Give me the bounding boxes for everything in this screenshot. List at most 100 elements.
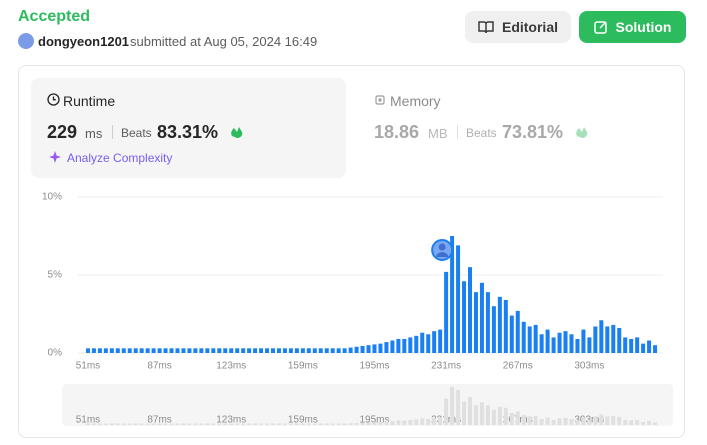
bar — [181, 348, 186, 353]
slider-bar — [605, 416, 610, 425]
slider-bar — [151, 423, 156, 425]
user[interactable]: dongyeon1201 — [38, 34, 130, 49]
bar — [408, 337, 413, 353]
bar — [569, 334, 574, 353]
bar — [318, 348, 323, 353]
slider-bar — [581, 417, 586, 425]
runtime-panel[interactable] — [31, 78, 346, 178]
bar — [294, 348, 299, 353]
bar — [384, 342, 389, 353]
bar — [378, 343, 383, 353]
slider-bar — [420, 418, 425, 425]
bar — [103, 348, 108, 353]
slider-bar — [229, 423, 234, 425]
slider-bar — [103, 423, 108, 425]
x-tick-label: 195ms — [359, 361, 389, 372]
analyze-link[interactable]: Analyze Complexity — [67, 151, 173, 165]
bar — [342, 348, 347, 353]
bar — [169, 348, 174, 353]
slider-bar — [491, 409, 496, 425]
solution-button[interactable]: Solution — [579, 11, 686, 43]
bar — [432, 331, 437, 353]
bar — [527, 326, 532, 353]
slider-tick-label: 195ms — [359, 415, 389, 426]
bar — [133, 348, 138, 353]
bar — [623, 337, 628, 353]
slider-bar — [485, 405, 490, 425]
slider-bar — [635, 419, 640, 425]
editorial-label: Editorial — [501, 19, 558, 35]
y-tick-label: 10% — [42, 192, 62, 203]
bar — [438, 329, 443, 353]
clock-icon — [47, 93, 60, 106]
bar — [462, 281, 467, 353]
slider-bar — [199, 423, 204, 425]
x-tick-label: 231ms — [431, 361, 461, 372]
slider-bar — [300, 423, 305, 425]
solution-label: Solution — [615, 19, 672, 35]
editorial-button[interactable]: Editorial — [465, 11, 571, 43]
x-tick-label: 123ms — [216, 361, 246, 372]
bar — [115, 348, 120, 353]
bar — [324, 348, 329, 353]
bar — [366, 345, 371, 353]
slider-bar — [133, 423, 138, 425]
slider-bar — [85, 423, 90, 425]
bar — [127, 348, 132, 353]
slider-bar — [533, 415, 538, 425]
bar — [485, 292, 490, 353]
bar — [545, 329, 550, 353]
bar — [444, 271, 449, 353]
slider-bar — [438, 417, 443, 425]
bar — [605, 326, 610, 353]
slider-bar — [121, 423, 126, 425]
slider-bar — [539, 418, 544, 425]
slider-bar — [414, 419, 419, 425]
slider-bar — [342, 423, 347, 425]
bar — [491, 306, 496, 353]
slider-bar — [306, 423, 311, 425]
slider-bar — [330, 423, 335, 425]
slider-bar — [515, 411, 520, 425]
y-tick-label: 0% — [48, 348, 63, 359]
slider-bar — [629, 420, 634, 425]
runtime-beats: 83.31% — [157, 122, 219, 142]
book-icon — [478, 21, 494, 34]
slider-bar — [115, 423, 120, 425]
slider-bar — [402, 420, 407, 425]
slider-bar — [91, 423, 96, 425]
bar — [479, 282, 484, 353]
slider-bar — [641, 421, 646, 425]
slider-bar — [109, 423, 114, 425]
x-tick-label: 303ms — [574, 361, 604, 372]
memory-unit: MB — [428, 126, 448, 141]
slider-bar — [324, 423, 329, 425]
marker-head — [438, 243, 446, 251]
slider-bar — [569, 418, 574, 425]
slider-bar — [468, 397, 473, 425]
runtime-unit: ms — [85, 126, 103, 141]
bar — [450, 236, 455, 353]
bar — [265, 348, 270, 353]
bar — [635, 337, 640, 353]
slider-bar — [211, 423, 216, 425]
slider-bar — [426, 418, 431, 425]
bar — [539, 334, 544, 353]
avatar — [18, 33, 34, 49]
slider-tick-label: 51ms — [76, 415, 100, 426]
clap-icon — [576, 127, 588, 138]
slider-bar — [497, 406, 502, 425]
bar — [557, 332, 562, 353]
bar — [372, 344, 377, 353]
memory-value: 18.86 — [374, 122, 420, 142]
slider-bar — [450, 386, 455, 425]
slider-bar — [187, 423, 192, 425]
bar — [521, 321, 526, 353]
slider-tick-label: 123ms — [216, 415, 246, 426]
bar — [253, 348, 258, 353]
bar — [581, 329, 586, 353]
bar — [509, 315, 514, 353]
bar — [91, 348, 96, 353]
bar — [420, 332, 425, 353]
